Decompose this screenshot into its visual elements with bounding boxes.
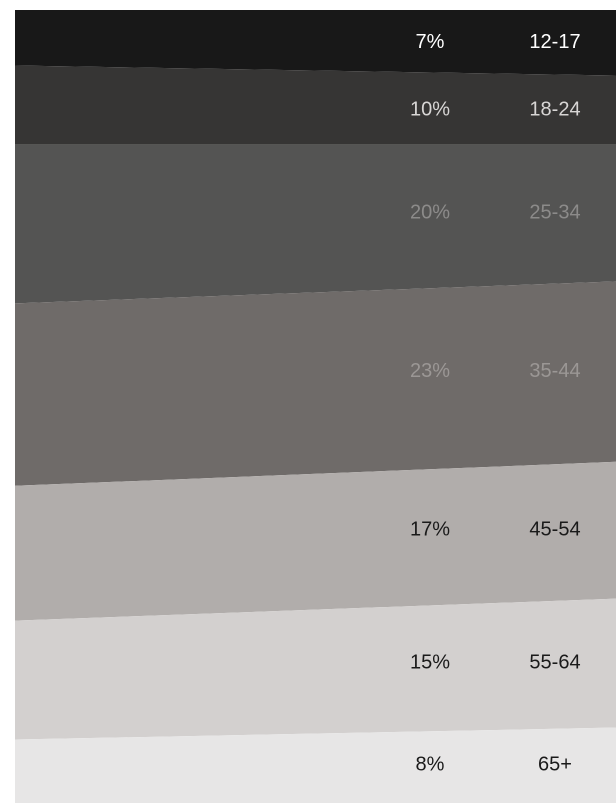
band-65+ [15, 727, 616, 803]
band-25-34 [15, 144, 616, 304]
band-12-17 [15, 10, 616, 76]
age-label-18-24: 18-24 [529, 98, 580, 120]
share-label-45-54: 17% [410, 518, 450, 540]
share-label-35-44: 23% [410, 360, 450, 382]
age-label-45-54: 45-54 [529, 518, 580, 540]
share-label-18-24: 10% [410, 98, 450, 120]
band-45-54 [15, 461, 616, 621]
band-55-64 [15, 598, 616, 740]
share-label-65+: 8% [416, 754, 445, 776]
age-label-55-64: 55-64 [529, 651, 580, 673]
share-label-55-64: 15% [410, 651, 450, 673]
share-label-25-34: 20% [410, 201, 450, 223]
age-label-65+: 65+ [538, 754, 572, 776]
area-bands [15, 10, 616, 803]
share-label-12-17: 7% [416, 31, 445, 53]
data-labels: 7% 12-17 10% 18-24 20% 25-34 23% 35-44 17% 45-54 1… [410, 31, 581, 776]
age-label-12-17: 12-17 [529, 31, 580, 53]
band-18-24 [15, 65, 616, 145]
band-35-44 [15, 281, 616, 486]
age-label-35-44: 35-44 [529, 360, 580, 382]
age-label-25-34: 25-34 [529, 201, 580, 223]
